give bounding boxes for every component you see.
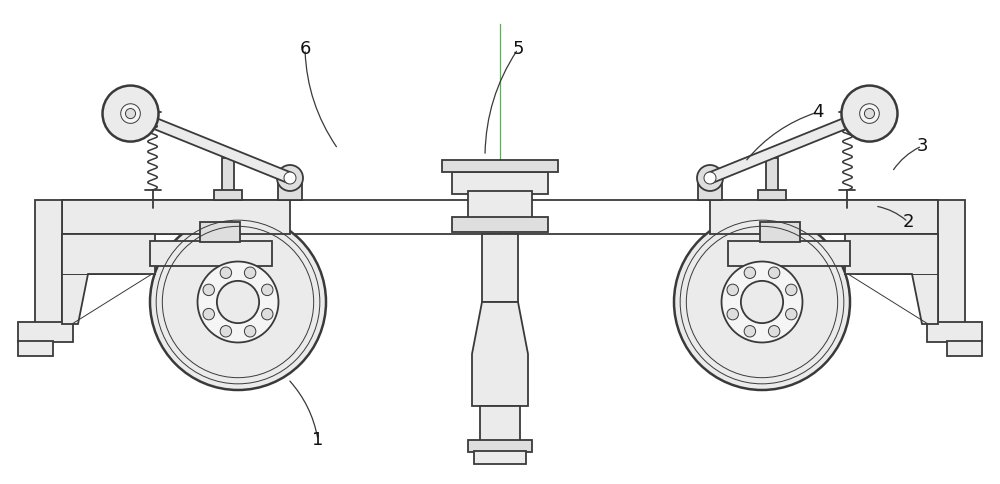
Bar <box>482 234 518 302</box>
Circle shape <box>198 261 278 343</box>
Bar <box>480 406 520 442</box>
Bar <box>62 200 290 234</box>
Polygon shape <box>35 200 62 324</box>
Circle shape <box>786 284 797 296</box>
Circle shape <box>284 172 296 184</box>
Circle shape <box>125 108 136 119</box>
Bar <box>766 158 778 200</box>
Circle shape <box>727 308 738 320</box>
Circle shape <box>697 165 723 191</box>
Bar <box>18 322 73 342</box>
Circle shape <box>768 326 780 337</box>
Text: 1: 1 <box>312 431 324 449</box>
Bar <box>468 191 532 219</box>
Circle shape <box>722 261 802 343</box>
Bar <box>452 217 548 232</box>
Bar <box>474 451 526 464</box>
Bar <box>760 222 800 242</box>
Circle shape <box>217 281 259 323</box>
Bar <box>468 440 532 452</box>
Bar <box>710 200 938 234</box>
Circle shape <box>244 267 256 278</box>
Circle shape <box>744 267 756 278</box>
Polygon shape <box>62 234 155 324</box>
Text: 5: 5 <box>512 40 524 58</box>
Bar <box>278 178 302 200</box>
Polygon shape <box>708 108 872 183</box>
Circle shape <box>841 86 897 141</box>
Bar <box>728 241 850 266</box>
Bar <box>698 178 722 200</box>
Polygon shape <box>938 200 965 324</box>
Circle shape <box>860 104 879 123</box>
Circle shape <box>203 284 214 296</box>
Polygon shape <box>472 302 528 406</box>
Circle shape <box>704 172 716 184</box>
Circle shape <box>768 267 780 278</box>
Circle shape <box>727 284 738 296</box>
Bar <box>200 222 240 242</box>
Circle shape <box>262 308 273 320</box>
Bar <box>222 158 234 200</box>
Polygon shape <box>845 234 938 324</box>
Bar <box>947 341 982 356</box>
Circle shape <box>864 108 875 119</box>
Bar <box>452 172 548 194</box>
Circle shape <box>741 281 783 323</box>
Circle shape <box>220 326 232 337</box>
Circle shape <box>150 214 326 390</box>
Bar <box>927 322 982 342</box>
Text: 2: 2 <box>902 213 914 231</box>
Bar <box>758 190 786 200</box>
Circle shape <box>744 326 756 337</box>
Circle shape <box>786 308 797 320</box>
Polygon shape <box>128 108 292 183</box>
Bar <box>18 341 53 356</box>
Text: 6: 6 <box>299 40 311 58</box>
Bar <box>62 200 938 234</box>
Circle shape <box>121 104 140 123</box>
Circle shape <box>277 165 303 191</box>
Bar <box>214 190 242 200</box>
Circle shape <box>220 267 232 278</box>
Circle shape <box>103 86 159 141</box>
Circle shape <box>244 326 256 337</box>
Circle shape <box>674 214 850 390</box>
Text: 4: 4 <box>812 103 824 121</box>
Circle shape <box>203 308 214 320</box>
Bar <box>442 160 558 172</box>
Bar <box>150 241 272 266</box>
Text: 3: 3 <box>916 137 928 155</box>
Circle shape <box>262 284 273 296</box>
